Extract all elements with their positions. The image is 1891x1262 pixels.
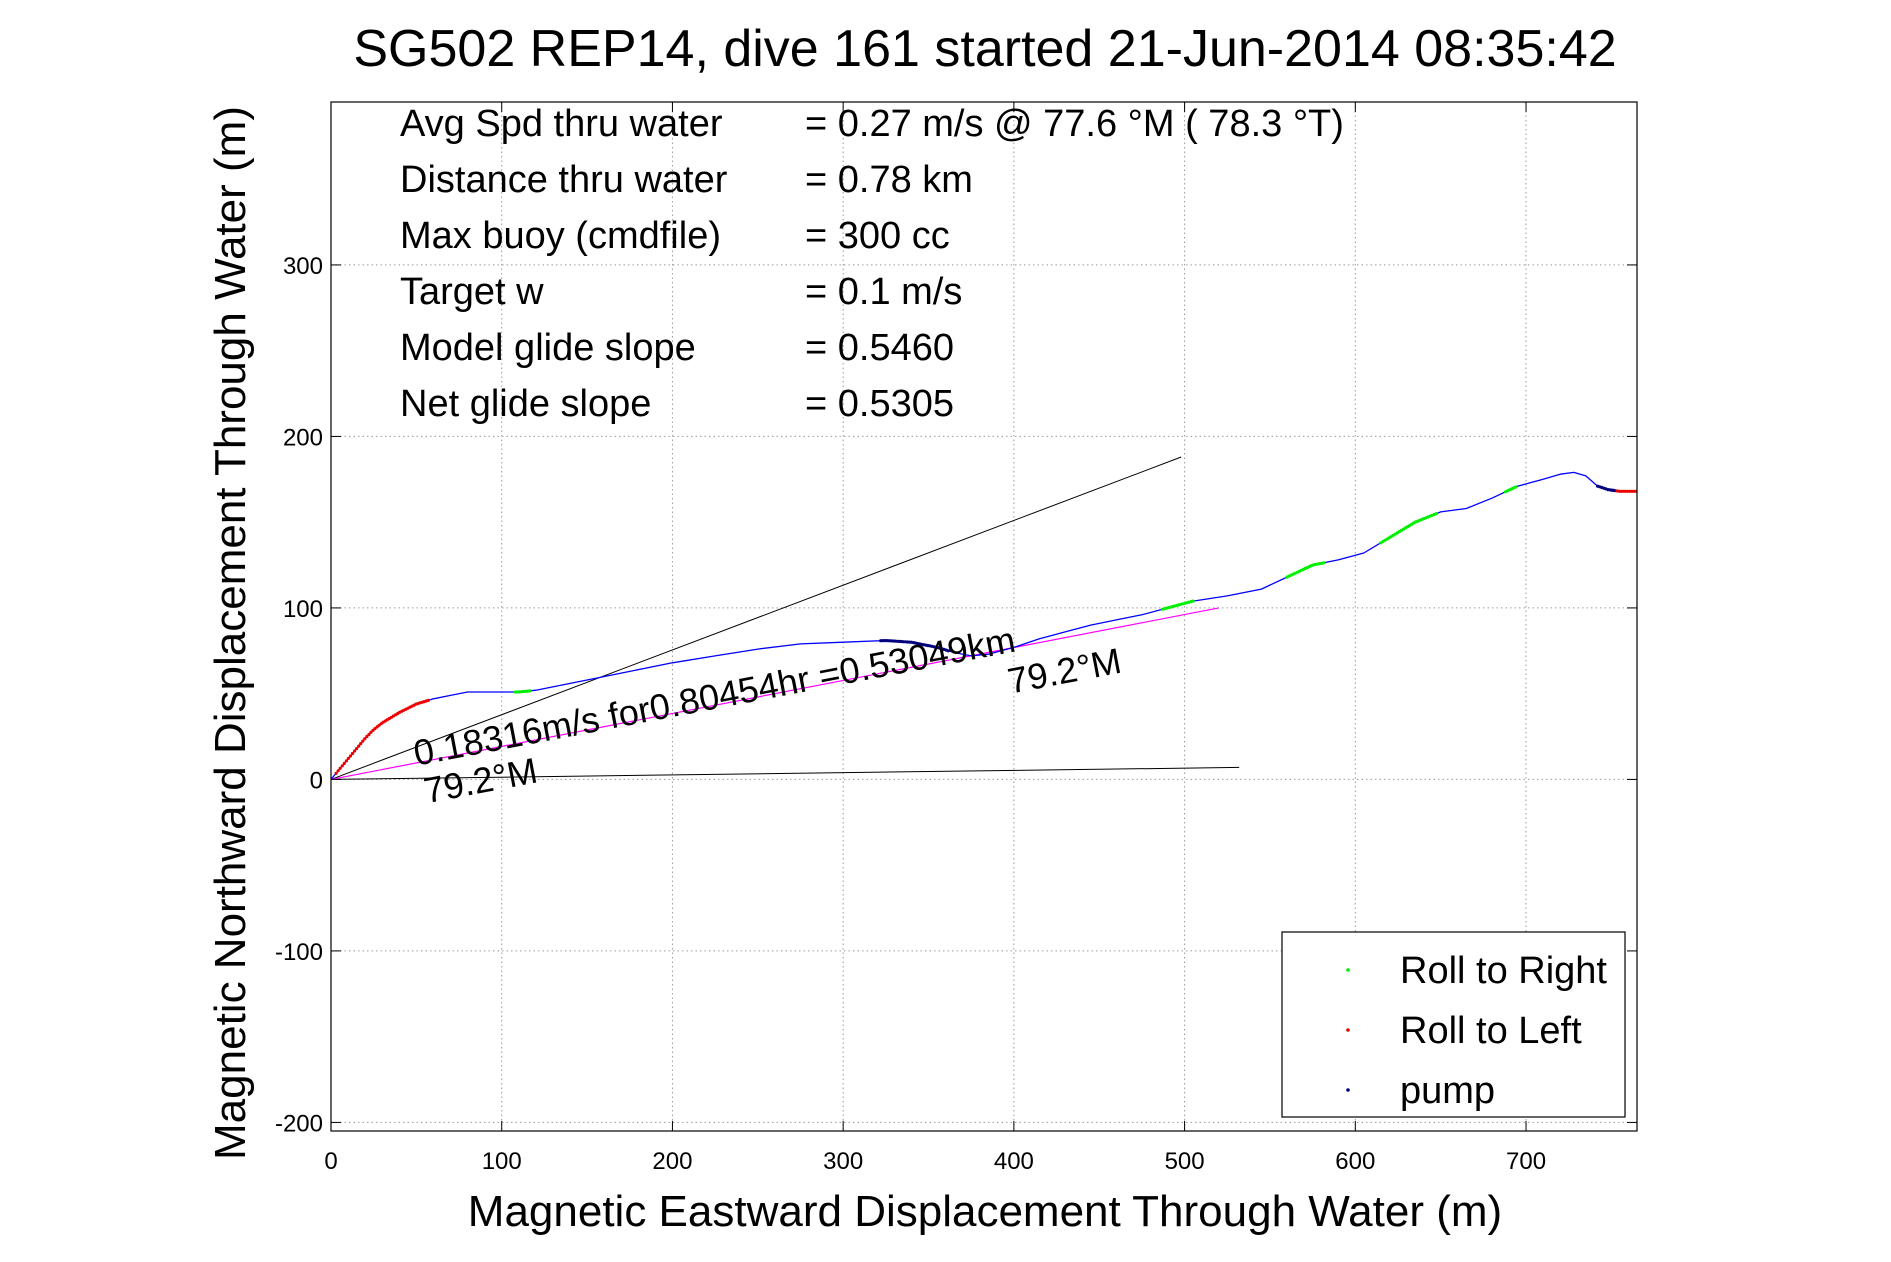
- roll-left-marker: [346, 756, 350, 761]
- roll-left-marker: [350, 751, 355, 756]
- y-tick-label: -100: [275, 939, 323, 966]
- x-tick-label: 600: [1335, 1148, 1375, 1175]
- roll-right-marker: [1434, 512, 1438, 516]
- roll-left-marker: [348, 754, 353, 758]
- info-value: = 0.5305: [805, 383, 954, 425]
- legend-label: Roll to Right: [1400, 950, 1607, 992]
- net-glide-line: [330, 607, 1219, 781]
- plot-lines: [330, 456, 1637, 781]
- roll-left-marker: [361, 739, 365, 743]
- roll-left-marker: [359, 742, 363, 746]
- roll-left-marker: [336, 769, 340, 773]
- y-tick-label: 200: [283, 424, 323, 451]
- roll-right-marker: [1322, 561, 1326, 565]
- roll-right-marker: [1514, 485, 1518, 489]
- roll-right-marker: [528, 689, 532, 693]
- roll-left-marker: [355, 747, 359, 751]
- info-value: = 300 cc: [805, 215, 950, 257]
- legend-label: Roll to Left: [1400, 1010, 1582, 1052]
- chart-title: SG502 REP14, dive 161 started 21-Jun-201…: [353, 20, 1616, 78]
- roll-right-marker: [1191, 599, 1195, 603]
- roll-left-marker: [426, 698, 430, 703]
- y-axis-label: Magnetic Northward Displacement Through …: [206, 106, 255, 1160]
- y-tick-label: 300: [283, 253, 323, 280]
- legend-marker: [1346, 1088, 1350, 1092]
- x-tick-label: 700: [1506, 1148, 1546, 1175]
- legend-label: pump: [1400, 1070, 1495, 1112]
- roll-left-marker: [367, 732, 371, 737]
- info-label: Model glide slope: [400, 327, 696, 369]
- roll-left-marker: [357, 744, 361, 748]
- info-value: = 0.78 km: [805, 159, 973, 201]
- roll-left-marker: [340, 764, 344, 768]
- legend: Roll to Right Roll to Left pump: [1281, 931, 1626, 1118]
- roll-left-marker: [344, 759, 348, 763]
- roll-left-marker: [363, 737, 367, 741]
- roll-left-marker: [353, 749, 357, 753]
- roll-left-marker: [365, 734, 369, 739]
- info-label: Target w: [400, 271, 544, 313]
- roll-left-marker: [334, 771, 338, 775]
- y-tick-label: 100: [283, 596, 323, 623]
- track-line: [330, 471, 1637, 780]
- x-tick-label: 400: [994, 1148, 1034, 1175]
- legend-marker: [1346, 968, 1350, 972]
- info-label: Max buoy (cmdfile): [400, 215, 721, 257]
- info-label: Avg Spd thru water: [400, 103, 723, 145]
- legend-box: [1281, 931, 1626, 1118]
- plot-markers: [334, 484, 1638, 775]
- info-value: = 0.1 m/s: [805, 271, 962, 313]
- info-label: Net glide slope: [400, 383, 651, 425]
- info-label: Distance thru water: [400, 159, 728, 201]
- pump-marker: [1612, 488, 1616, 493]
- info-value: = 0.5460: [805, 327, 954, 369]
- y-tick-label: 0: [310, 767, 323, 794]
- x-tick-label: 0: [324, 1148, 337, 1175]
- x-tick-label: 100: [482, 1148, 522, 1175]
- grid: [330, 102, 1637, 1131]
- pump-marker: [946, 649, 950, 653]
- info-value: = 0.27 m/s @ 77.6 °M ( 78.3 °T): [805, 103, 1344, 145]
- plot-frame: [330, 101, 1638, 1132]
- heading-line: [330, 766, 1240, 780]
- legend-marker: [1346, 1028, 1350, 1032]
- roll-left-marker: [369, 730, 373, 735]
- model-glide-line: [330, 456, 1182, 780]
- x-axis-label: Magnetic Eastward Displacement Through W…: [468, 1187, 1502, 1236]
- roll-left-marker: [338, 766, 342, 770]
- roll-left-marker: [342, 761, 346, 766]
- axis-ticks: 0 100 200 300 400 500 600 700 -200 -100 0 100 200 300: [275, 102, 1637, 1175]
- y-tick-label: -200: [275, 1110, 323, 1137]
- info-block: Avg Spd thru water = 0.27 m/s @ 77.6 °M (…: [400, 103, 1344, 425]
- x-tick-label: 200: [652, 1148, 692, 1175]
- x-tick-label: 300: [823, 1148, 863, 1175]
- x-tick-label: 500: [1165, 1148, 1205, 1175]
